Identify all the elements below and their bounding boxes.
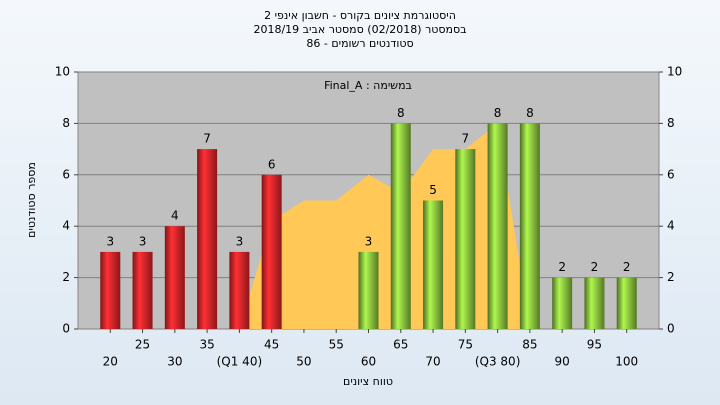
x-tick-label: 45 [264, 338, 279, 352]
bar [487, 123, 508, 330]
y2-tick-label: 4 [667, 219, 675, 233]
y-tick-label: 4 [62, 219, 70, 233]
x-tick-label: 65 [393, 338, 408, 352]
value-label: 2 [558, 260, 566, 274]
x-tick-label: 60 [361, 355, 376, 369]
x-tick-label: 35 [199, 338, 214, 352]
bar [197, 149, 218, 329]
y2-tick-label: 6 [667, 167, 675, 181]
y-tick-label: 2 [62, 270, 70, 284]
chart-title: בסמסטר (02/2018) סמסטר אביב 2018/19 [253, 23, 466, 36]
bar [229, 251, 250, 329]
bar [616, 277, 637, 329]
bar [132, 251, 153, 329]
x-tick-label: (Q3 80) [475, 355, 521, 369]
value-label: 7 [203, 132, 211, 146]
bar [455, 149, 476, 329]
y-tick-label: 10 [55, 65, 70, 79]
x-tick-label: 100 [615, 355, 638, 369]
value-label: 6 [268, 157, 276, 171]
value-label: 8 [397, 106, 405, 120]
y2-tick-label: 0 [667, 322, 675, 336]
x-tick-label: 25 [135, 338, 150, 352]
bar [423, 200, 444, 329]
y-tick-label: 8 [62, 116, 70, 130]
y2-tick-label: 8 [667, 116, 675, 130]
value-label: 4 [171, 209, 179, 223]
bar [100, 251, 121, 329]
value-label: 7 [462, 132, 470, 146]
y2-tick-label: 10 [667, 65, 682, 79]
chart-title: היסטוגרמת ציונים בקורס - חשבון אינפי 2 [264, 9, 456, 22]
y-tick-label: 6 [62, 167, 70, 181]
x-tick-label: 55 [329, 338, 344, 352]
y-tick-label: 0 [62, 322, 70, 336]
x-tick-label: 85 [522, 338, 537, 352]
bar [552, 277, 573, 329]
value-label: 5 [429, 183, 437, 197]
x-tick-label: 20 [103, 355, 118, 369]
bar [584, 277, 605, 329]
bar [358, 251, 379, 329]
y-axis-label: מספר סטודנטים [25, 162, 38, 238]
x-tick-label: (Q1 40) [217, 355, 263, 369]
x-axis-label: טווח ציונים [343, 375, 393, 388]
x-tick-label: 70 [425, 355, 440, 369]
value-label: 2 [591, 260, 599, 274]
value-label: 3 [139, 234, 147, 248]
x-tick-label: 75 [458, 338, 473, 352]
chart-title: סטודנטים רשומים - 86 [306, 37, 413, 50]
x-tick-label: 90 [555, 355, 570, 369]
value-label: 8 [494, 106, 502, 120]
value-label: 3 [106, 234, 114, 248]
x-tick-label: 30 [167, 355, 182, 369]
bar [519, 123, 540, 330]
bar [164, 226, 185, 329]
annotation: Final_A : במשימה [324, 79, 412, 92]
value-label: 3 [365, 234, 373, 248]
value-label: 2 [623, 260, 631, 274]
x-tick-label: 95 [587, 338, 602, 352]
x-tick-label: 50 [296, 355, 311, 369]
y2-tick-label: 2 [667, 270, 675, 284]
value-label: 3 [236, 234, 244, 248]
bar [390, 123, 411, 330]
value-label: 8 [526, 106, 534, 120]
bar [261, 174, 282, 329]
